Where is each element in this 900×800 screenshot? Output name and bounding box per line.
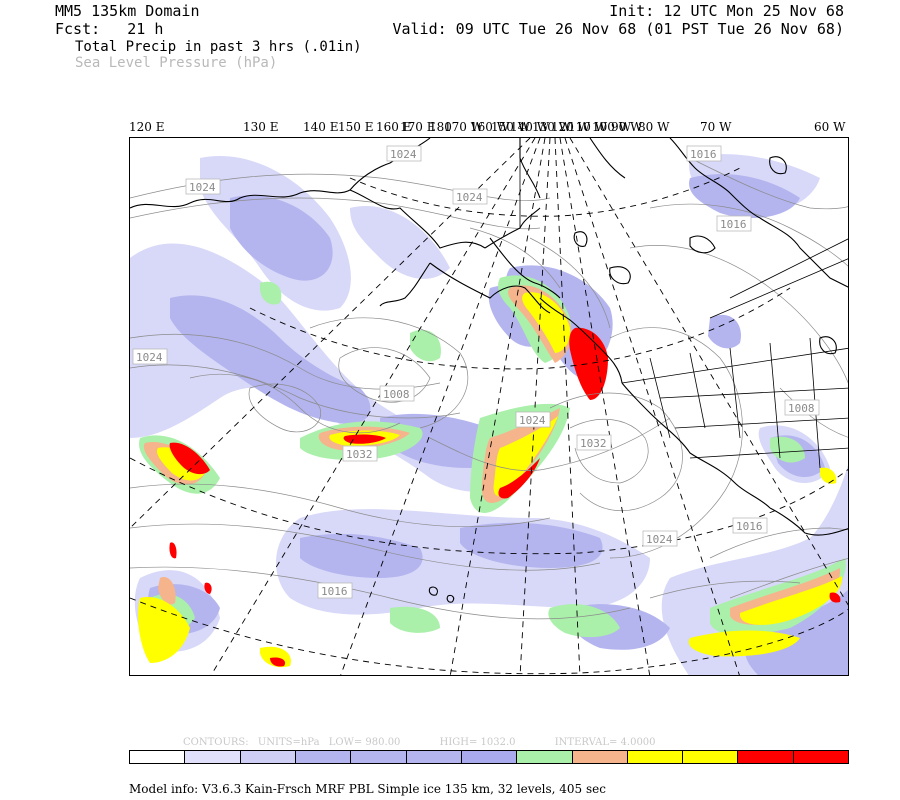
- colorbar-cell: [793, 751, 849, 763]
- contour-info-high: HIGH= 1032.0: [439, 737, 516, 748]
- isobar-label: 1016: [317, 582, 353, 599]
- colorbar-cell: [351, 751, 407, 763]
- lon-label: 150 E: [338, 120, 374, 134]
- lon-label: 120 W: [551, 120, 591, 134]
- svg-text:1024: 1024: [646, 533, 673, 546]
- colorbar-cell: [738, 751, 794, 763]
- colorbar-cell: [406, 751, 462, 763]
- svg-text:1024: 1024: [519, 414, 546, 427]
- field-slp-label: Sea Level Pressure (hPa): [75, 55, 278, 71]
- lon-label: 160 E: [376, 120, 412, 134]
- lon-label: 130 W: [532, 120, 572, 134]
- fcst-value: 21 h: [127, 20, 164, 38]
- isobar-label: 1024: [132, 348, 168, 365]
- isobar-label: 1024: [642, 530, 678, 547]
- isobars: [130, 157, 848, 620]
- isobar-label: 1008: [379, 385, 415, 402]
- svg-text:1032: 1032: [346, 448, 373, 461]
- isobar-label: 1016: [732, 517, 768, 534]
- contour-info-interval: INTERVAL= 4.0000: [554, 737, 656, 748]
- svg-text:1016: 1016: [321, 585, 348, 598]
- precip-colorbar: [129, 750, 849, 764]
- graticule: [130, 138, 848, 675]
- contour-info-units: UNITS=hPa: [257, 737, 320, 748]
- isobar-label: 1024: [452, 188, 488, 205]
- isobar-label: 1016: [716, 215, 752, 232]
- isobar-label: 1032: [576, 434, 612, 451]
- lon-label: 140 E: [303, 120, 339, 134]
- valid-time: Valid: 09 UTC Tue 26 Nov 68 (01 PST Tue …: [392, 20, 844, 38]
- svg-text:1024: 1024: [136, 351, 163, 364]
- contour-info: CONTOURS: UNITS=hPa LOW= 980.00 HIGH= 10…: [183, 737, 662, 748]
- isobar-label: 1024: [386, 145, 422, 162]
- isobar-label: 1008: [784, 399, 820, 416]
- isobar-label: 1024: [185, 178, 221, 195]
- field-precip-label: Total Precip in past 3 hrs (.01in): [75, 39, 362, 55]
- map-canvas: 1024 1024 1024 1016 1016 1024 1008 1024 …: [130, 138, 848, 675]
- lon-label: 60 W: [814, 120, 846, 134]
- lon-label: 70 W: [700, 120, 732, 134]
- lon-label: 120 E: [129, 120, 165, 134]
- svg-text:1016: 1016: [736, 520, 763, 533]
- svg-text:1008: 1008: [383, 388, 410, 401]
- lon-label: 180: [429, 120, 452, 134]
- lon-label: 110 W: [568, 120, 608, 134]
- lon-label: 100 W: [592, 120, 632, 134]
- colorbar-cell: [185, 751, 241, 763]
- init-time: Init: 12 UTC Mon 25 Nov 68: [609, 2, 844, 20]
- lon-label: 170 W: [444, 120, 484, 134]
- fcst-label: Fcst:: [55, 20, 101, 38]
- colorbar-cell: [517, 751, 573, 763]
- lon-label: 150 W: [491, 120, 531, 134]
- coastlines: [130, 138, 848, 603]
- domain-title: MM5 135km Domain: [55, 2, 200, 20]
- isobar-label: 1024: [515, 411, 551, 428]
- svg-text:1032: 1032: [580, 437, 607, 450]
- colorbar-cell: [240, 751, 296, 763]
- colorbar-cell: [130, 751, 186, 763]
- contour-info-low: LOW= 980.00: [328, 737, 401, 748]
- lon-label: 170 E: [400, 120, 436, 134]
- lon-label: 160 W: [470, 120, 510, 134]
- isobar-label: 1032: [342, 445, 378, 462]
- isobar-labels: 1024 1024 1024 1016 1016 1024 1008 1024 …: [132, 145, 820, 599]
- colorbar-cell: [572, 751, 628, 763]
- colorbar-cell: [295, 751, 352, 763]
- svg-text:1008: 1008: [788, 402, 815, 415]
- lon-label: 90 W: [611, 120, 643, 134]
- svg-text:1016: 1016: [720, 218, 747, 231]
- contour-info-contours: CONTOURS:: [183, 737, 249, 748]
- lon-label: 80 W: [638, 120, 670, 134]
- colorbar-cell: [461, 751, 518, 763]
- model-info: Model info: V3.6.3 Kain-Frsch MRF PBL Si…: [129, 782, 606, 796]
- svg-text:1016: 1016: [690, 148, 717, 161]
- lon-label: 140 W: [510, 120, 550, 134]
- colorbar-cell: [683, 751, 739, 763]
- colorbar-cell: [627, 751, 684, 763]
- forecast-map: 1024 1024 1024 1016 1016 1024 1008 1024 …: [129, 137, 849, 676]
- svg-text:1024: 1024: [189, 181, 216, 194]
- svg-text:1024: 1024: [456, 191, 483, 204]
- lon-label: 130 E: [243, 120, 279, 134]
- forecast-label: Fcst: 21 h: [55, 22, 163, 37]
- isobar-label: 1016: [686, 145, 722, 162]
- political-borders: [519, 138, 848, 469]
- svg-text:1024: 1024: [390, 148, 417, 161]
